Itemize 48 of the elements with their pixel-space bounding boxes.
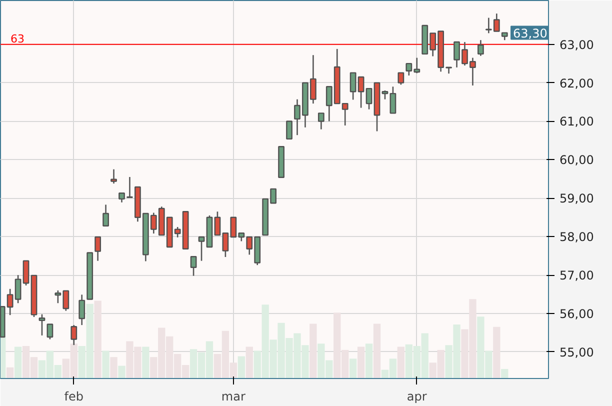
bar — [397, 346, 405, 378]
candlestick — [286, 120, 292, 140]
candlestick — [94, 236, 102, 262]
candlestick — [198, 236, 205, 262]
y-tick-label: 57,00 — [560, 268, 594, 283]
bar — [14, 346, 22, 378]
candlestick — [38, 314, 46, 336]
y-tick-label: 55,00 — [560, 345, 594, 360]
candlestick — [46, 324, 54, 340]
bar — [238, 356, 245, 378]
candlestick — [318, 112, 324, 130]
bar — [94, 300, 102, 378]
y-tick-label: 59,00 — [560, 192, 594, 206]
y-tick-label: 60,00 — [560, 153, 594, 168]
bar — [110, 357, 118, 378]
y-tick-label: 56,00 — [560, 307, 594, 322]
y-tick-label: 61,00 — [560, 114, 594, 129]
annotation: 63,30 — [513, 26, 548, 40]
bar — [501, 368, 508, 378]
bar — [349, 358, 357, 378]
bar — [493, 326, 500, 378]
candlestick — [22, 260, 30, 286]
bar — [118, 366, 126, 378]
bar — [6, 367, 14, 378]
candlestick — [78, 294, 86, 326]
candlestick — [398, 72, 404, 86]
bar — [310, 324, 317, 378]
bar — [142, 346, 150, 378]
candlestick — [446, 66, 452, 74]
bar — [365, 344, 373, 378]
x-tick-label: mar — [221, 390, 246, 404]
candlestick — [110, 168, 117, 184]
candlestick — [190, 256, 197, 276]
ref-line-label: 63 — [10, 32, 24, 46]
candlestick — [478, 39, 484, 57]
candlestick — [390, 86, 396, 114]
bar — [357, 346, 365, 378]
x-tick-label: apr — [406, 390, 427, 404]
y-tick-label: 62,00 — [560, 76, 594, 90]
x-tick-label: feb — [64, 390, 84, 404]
bar — [373, 324, 381, 378]
bar — [102, 350, 110, 378]
bar — [246, 346, 253, 378]
candlestick — [366, 88, 372, 110]
y-tick-label: 58,00 — [560, 230, 594, 244]
candlestick — [214, 210, 221, 236]
y-tick-label: 63,00 — [560, 38, 594, 52]
candlestick — [102, 204, 109, 226]
